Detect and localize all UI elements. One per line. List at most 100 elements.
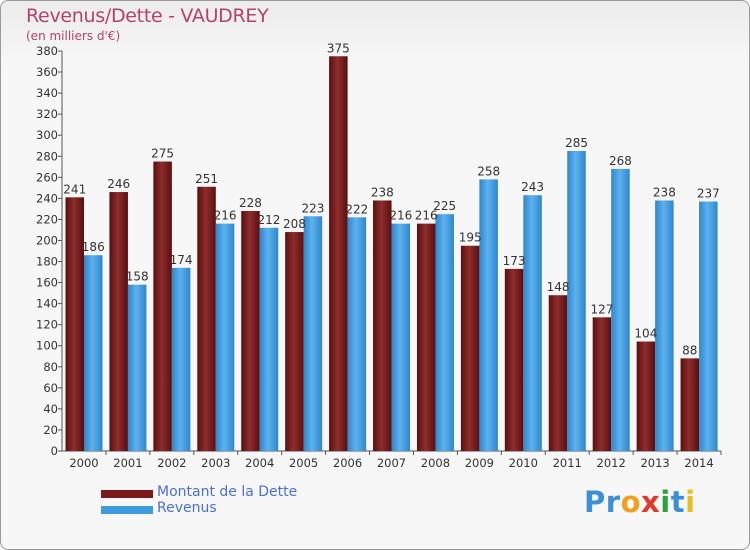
data-label-debt: 228 xyxy=(239,196,262,210)
y-tick-label: 20 xyxy=(43,423,58,437)
bar-revenue-2005 xyxy=(303,216,323,451)
bar-debt-2008 xyxy=(416,223,436,451)
bar-revenue-2000 xyxy=(84,255,103,451)
data-label-revenue: 258 xyxy=(477,164,500,178)
bar-debt-2010 xyxy=(504,268,524,451)
y-tick-label: 80 xyxy=(43,360,58,374)
x-tick-label: 2014 xyxy=(684,456,713,470)
logo-letter: o xyxy=(620,485,642,519)
y-tick-label: 220 xyxy=(36,212,58,226)
data-label-debt: 275 xyxy=(151,147,174,161)
bar-debt-2006 xyxy=(329,56,348,452)
x-tick-label: 2008 xyxy=(421,456,450,470)
bar-revenue-2002 xyxy=(171,267,191,451)
x-tick-label: 2012 xyxy=(597,456,626,470)
data-label-revenue: 285 xyxy=(565,136,588,150)
x-tick-label: 2005 xyxy=(289,456,318,470)
x-tick-label: 2006 xyxy=(333,456,362,470)
y-tick-label: 0 xyxy=(51,444,58,458)
x-tick-label: 2007 xyxy=(377,456,406,470)
data-label-revenue: 268 xyxy=(609,154,632,168)
data-label-revenue: 225 xyxy=(433,199,456,213)
legend-swatch-revenue xyxy=(101,506,153,514)
x-tick-label: 2000 xyxy=(69,456,98,470)
legend-label-revenue: Revenus xyxy=(157,500,217,516)
data-label-debt: 246 xyxy=(107,177,130,191)
data-label-debt: 104 xyxy=(634,327,657,341)
bar-revenue-2004 xyxy=(259,227,279,451)
data-label-debt: 173 xyxy=(503,254,526,268)
data-label-debt: 375 xyxy=(327,41,350,55)
bar-revenue-2007 xyxy=(391,223,411,451)
data-label-revenue: 216 xyxy=(389,209,412,223)
legend-swatch-debt xyxy=(101,490,153,498)
x-tick-label: 2003 xyxy=(201,456,230,470)
bar-debt-2005 xyxy=(285,232,304,451)
y-tick-label: 340 xyxy=(36,86,58,100)
data-label-revenue: 243 xyxy=(521,180,544,194)
x-tick-label: 2010 xyxy=(509,456,538,470)
data-label-debt: 238 xyxy=(371,185,394,199)
y-tick-label: 100 xyxy=(36,339,58,353)
logo-letter: i xyxy=(685,485,696,519)
data-label-revenue: 158 xyxy=(126,270,149,284)
data-label-debt: 216 xyxy=(415,209,438,223)
bar-revenue-2009 xyxy=(479,179,498,451)
data-label-debt: 195 xyxy=(459,231,482,245)
logo-letter: x xyxy=(641,485,661,519)
data-label-debt: 127 xyxy=(590,302,613,316)
data-label-debt: 88 xyxy=(682,343,697,357)
bar-revenue-2014 xyxy=(699,201,718,451)
chart-subtitle: (en milliers d'€) xyxy=(26,29,121,43)
y-tick-label: 380 xyxy=(36,44,58,58)
bar-revenue-2011 xyxy=(567,151,586,451)
x-tick-label: 2013 xyxy=(640,456,669,470)
data-label-debt: 241 xyxy=(63,182,86,196)
data-label-revenue: 222 xyxy=(345,202,368,216)
y-tick-label: 160 xyxy=(36,276,58,290)
proxiti-logo: Proxiti xyxy=(584,485,696,519)
logo-letter: P xyxy=(584,485,606,519)
y-tick-label: 120 xyxy=(36,318,58,332)
data-label-revenue: 216 xyxy=(214,209,237,223)
y-tick-label: 300 xyxy=(36,128,58,142)
bar-revenue-2006 xyxy=(347,217,367,451)
y-tick-label: 360 xyxy=(36,65,58,79)
chart-title: Revenus/Dette - VAUDREY xyxy=(26,5,269,27)
bar-revenue-2008 xyxy=(435,214,454,451)
bar-debt-2007 xyxy=(373,200,392,451)
y-tick-label: 320 xyxy=(36,107,58,121)
x-tick-label: 2001 xyxy=(113,456,142,470)
data-label-revenue: 238 xyxy=(653,185,676,199)
y-tick-label: 40 xyxy=(43,402,58,416)
legend-label-debt: Montant de la Dette xyxy=(157,484,298,500)
x-tick-label: 2009 xyxy=(465,456,494,470)
bar-debt-2013 xyxy=(636,341,656,451)
data-label-debt: 251 xyxy=(195,172,218,186)
bar-revenue-2012 xyxy=(611,168,630,452)
y-tick-label: 280 xyxy=(36,149,58,163)
bar-revenue-2001 xyxy=(127,284,147,451)
bar-debt-2012 xyxy=(592,317,612,451)
data-label-revenue: 237 xyxy=(697,187,720,201)
y-tick-label: 140 xyxy=(36,297,58,311)
bar-debt-2004 xyxy=(241,211,260,451)
data-label-revenue: 174 xyxy=(170,253,193,267)
x-tick-label: 2002 xyxy=(157,456,186,470)
logo-letter: t xyxy=(670,485,686,519)
y-tick-label: 260 xyxy=(36,170,58,184)
bar-debt-2003 xyxy=(197,186,216,451)
x-tick-label: 2011 xyxy=(553,456,582,470)
data-label-revenue: 223 xyxy=(301,201,324,215)
bar-debt-2001 xyxy=(109,192,128,452)
data-label-revenue: 186 xyxy=(82,240,105,254)
y-tick-label: 180 xyxy=(36,255,58,269)
y-tick-label: 200 xyxy=(36,233,58,247)
bar-debt-2014 xyxy=(680,358,700,451)
bar-debt-2002 xyxy=(153,161,172,452)
y-tick-label: 240 xyxy=(36,191,58,205)
bar-revenue-2003 xyxy=(215,223,235,451)
data-label-debt: 148 xyxy=(547,280,570,294)
